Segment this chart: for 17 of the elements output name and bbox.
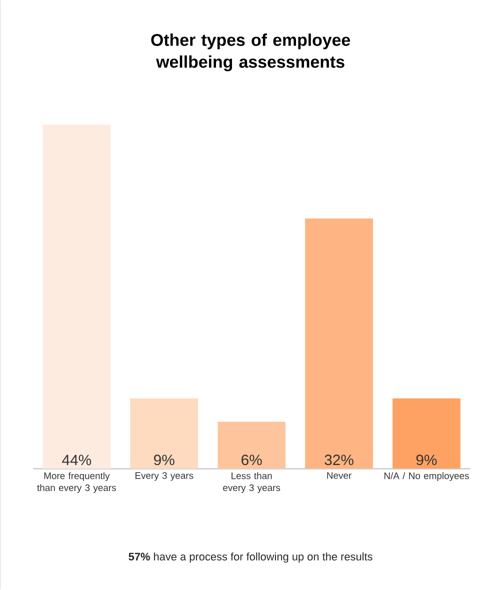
x-tick-label: More frequently than every 3 years — [37, 472, 116, 493]
bar — [392, 398, 460, 469]
data-label: 9% — [416, 454, 437, 466]
x-tick-label: Never — [327, 472, 352, 479]
data-label: 6% — [241, 454, 262, 466]
x-tick-label: Every 3 years — [135, 472, 194, 481]
data-label: 32% — [324, 454, 354, 466]
bar — [130, 398, 198, 469]
data-label: 44% — [62, 454, 91, 466]
chart-title: Other types of employee wellbeing assessments — [151, 34, 350, 72]
x-tick-label: Less than every 3 years — [223, 472, 280, 493]
text: 57% have a process for following up on the results — [128, 552, 372, 563]
bar — [42, 124, 111, 469]
bar — [218, 422, 286, 469]
bar — [304, 218, 373, 469]
x-tick-label: N/A / No employees — [384, 472, 469, 482]
data-label: 9% — [154, 454, 174, 466]
